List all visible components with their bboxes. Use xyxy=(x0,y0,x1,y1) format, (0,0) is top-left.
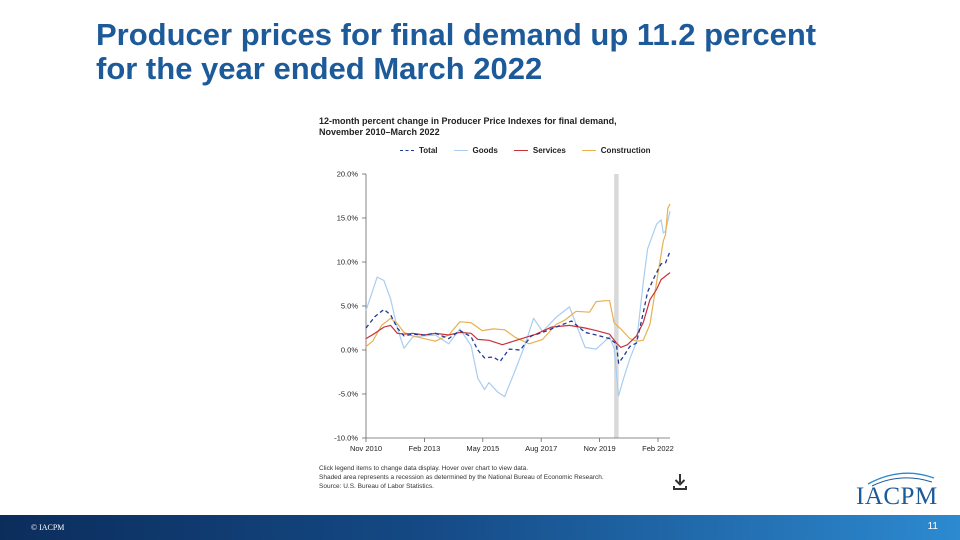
legend-item-services[interactable]: Services xyxy=(513,146,566,155)
line-chart-plot[interactable]: 20.0%15.0%10.0%5.0%0.0%-5.0%-10.0%Nov 20… xyxy=(310,108,695,468)
chart-title: 12-month percent change in Producer Pric… xyxy=(319,116,617,137)
footer-bar: © IACPM 11 xyxy=(0,515,960,540)
series-line-construction xyxy=(365,203,671,347)
y-tick-label: -10.0% xyxy=(334,434,358,443)
y-tick-label: 15.0% xyxy=(337,214,359,223)
chart-note-recession: Shaded area represents a recession as de… xyxy=(319,474,604,481)
iacpm-logo: IACPM xyxy=(856,470,938,515)
legend-item-total[interactable]: Total xyxy=(400,146,438,155)
legend-label: Total xyxy=(419,146,438,155)
legend-swatch xyxy=(513,150,528,151)
x-tick-label: May 2015 xyxy=(466,444,499,453)
legend-label: Goods xyxy=(472,146,498,155)
legend-label: Services xyxy=(532,146,566,155)
x-tick-label: Nov 2019 xyxy=(584,444,616,453)
chart-legend: Total Goods Services Construction xyxy=(400,146,651,155)
y-tick-label: -5.0% xyxy=(338,390,358,399)
footer-copyright: © IACPM xyxy=(31,523,65,532)
legend-label: Construction xyxy=(600,146,651,155)
series-line-goods xyxy=(365,210,671,398)
chart-note-source: Source: U.S. Bureau of Labor Statistics. xyxy=(319,483,434,490)
y-tick-label: 0.0% xyxy=(341,346,358,355)
series-line-services xyxy=(365,272,671,348)
logo-text: IACPM xyxy=(856,483,938,510)
y-tick-label: 10.0% xyxy=(337,258,359,267)
legend-swatch xyxy=(581,150,596,151)
y-tick-label: 5.0% xyxy=(341,302,358,311)
chart-panel[interactable]: 12-month percent change in Producer Pric… xyxy=(310,108,695,498)
series-line-total xyxy=(365,251,671,364)
chart-note-interaction: Click legend items to change data displa… xyxy=(319,465,529,472)
slide-title: Producer prices for final demand up 11.2… xyxy=(96,17,817,86)
legend-item-goods[interactable]: Goods xyxy=(453,146,498,155)
recession-band xyxy=(614,174,619,438)
page-number: 11 xyxy=(927,521,938,532)
x-tick-label: Aug 2017 xyxy=(525,444,557,453)
legend-swatch xyxy=(453,150,468,151)
download-icon[interactable] xyxy=(672,473,688,491)
x-tick-label: Nov 2010 xyxy=(350,444,382,453)
y-tick-label: 20.0% xyxy=(337,170,359,179)
x-tick-label: Feb 2022 xyxy=(642,444,674,453)
legend-item-construction[interactable]: Construction xyxy=(581,146,651,155)
x-tick-label: Feb 2013 xyxy=(409,444,441,453)
legend-swatch xyxy=(400,150,414,151)
